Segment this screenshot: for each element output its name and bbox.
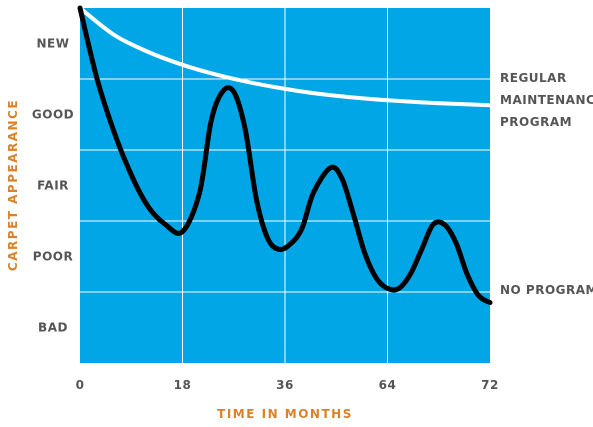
y-axis-title: CARPET APPEARANCE [6, 99, 20, 271]
x-axis-labels: 0 18 36 64 72 [76, 378, 499, 392]
x-tick-label: 72 [481, 378, 499, 392]
x-axis-title: TIME IN MONTHS [217, 407, 353, 421]
grid [80, 8, 490, 363]
y-tick-label: FAIR [37, 179, 69, 193]
series-line-maintenance [78, 6, 492, 108]
series-lines [77, 5, 493, 306]
y-tick-label: BAD [38, 321, 68, 335]
y-axis-labels: BAD POOR FAIR GOOD NEW [32, 37, 74, 335]
series-label-maintenance-line-3: PROGRAM [500, 115, 572, 129]
series-label-maintenance-line-1: REGULAR [500, 71, 567, 85]
series-label-maintenance: REGULAR MAINTENANCE PROGRAM [500, 71, 593, 129]
series-line-no-program [77, 5, 493, 306]
x-tick-label: 36 [276, 378, 294, 392]
y-tick-label: POOR [33, 250, 73, 264]
series-label-no-program: NO PROGRAM [500, 283, 593, 297]
x-tick-label: 0 [76, 378, 85, 392]
series-label-maintenance-line-2: MAINTENANCE [500, 93, 593, 107]
x-tick-label: 18 [174, 378, 192, 392]
y-tick-label: NEW [37, 37, 70, 51]
y-tick-label: GOOD [32, 108, 74, 122]
x-tick-label: 64 [379, 378, 397, 392]
